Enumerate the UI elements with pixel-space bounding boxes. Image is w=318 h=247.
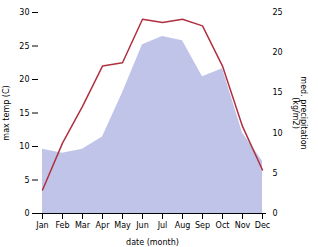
svg-text:Oct: Oct	[216, 221, 230, 230]
svg-text:Jan: Jan	[35, 221, 48, 230]
svg-text:Apr: Apr	[96, 221, 111, 230]
svg-text:30: 30	[19, 8, 29, 17]
svg-text:Jun: Jun	[135, 221, 149, 230]
svg-text:med. precipitation(kg/m2): med. precipitation(kg/m2)	[291, 76, 308, 149]
svg-text:20: 20	[273, 48, 283, 57]
svg-text:date (month): date (month)	[126, 238, 179, 247]
svg-text:0: 0	[273, 209, 278, 218]
svg-text:Mar: Mar	[75, 221, 91, 230]
svg-text:0: 0	[24, 209, 29, 218]
svg-text:15: 15	[19, 109, 29, 118]
svg-text:Feb: Feb	[55, 221, 69, 230]
svg-text:Aug: Aug	[175, 221, 191, 230]
svg-text:Dec: Dec	[255, 221, 270, 230]
svg-text:Jul: Jul	[157, 221, 168, 230]
svg-text:Sep: Sep	[195, 221, 210, 230]
svg-text:May: May	[114, 221, 131, 230]
svg-text:5: 5	[24, 176, 29, 185]
svg-text:15: 15	[273, 88, 283, 97]
svg-text:max temp (C): max temp (C)	[2, 85, 11, 140]
svg-text:20: 20	[19, 75, 29, 84]
svg-text:5: 5	[273, 169, 278, 178]
svg-text:25: 25	[19, 42, 29, 51]
svg-text:10: 10	[273, 129, 283, 138]
svg-text:25: 25	[273, 8, 283, 17]
svg-text:10: 10	[19, 142, 29, 151]
svg-text:Nov: Nov	[235, 221, 251, 230]
